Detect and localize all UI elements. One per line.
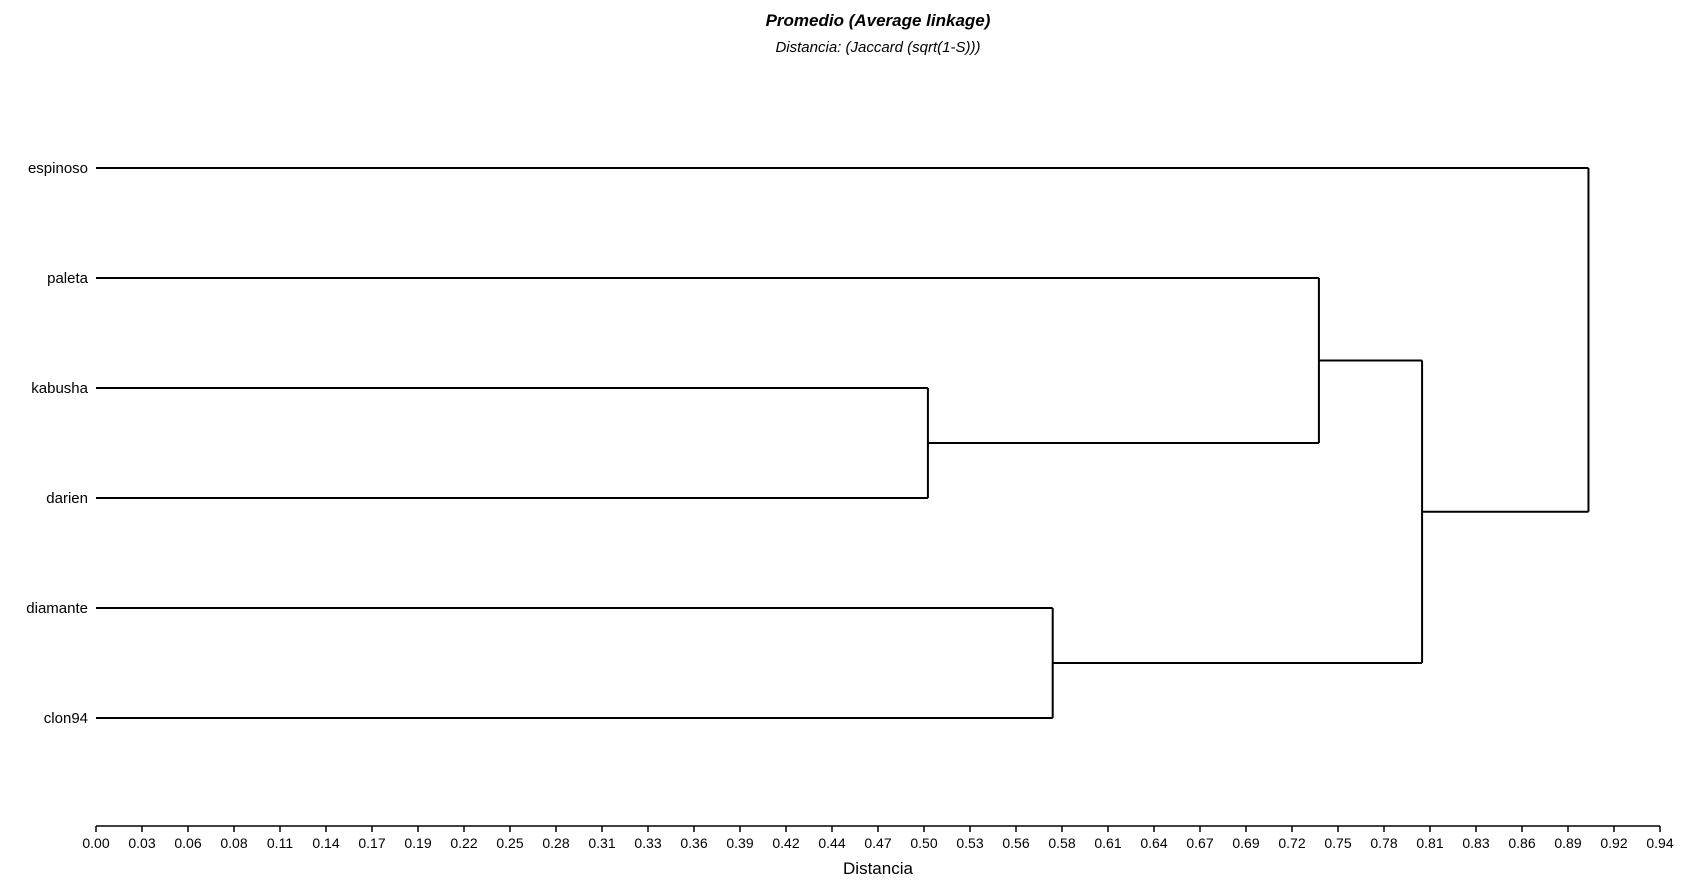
x-axis-title: Distancia [843, 859, 913, 878]
x-tick-label: 0.22 [450, 835, 477, 851]
x-tick-label: 0.50 [910, 835, 937, 851]
x-tick-label: 0.89 [1554, 835, 1581, 851]
leaf-label-kabusha: kabusha [31, 380, 88, 397]
x-tick-label: 0.17 [358, 835, 385, 851]
x-tick-label: 0.39 [726, 835, 753, 851]
x-tick-label: 0.14 [312, 835, 339, 851]
x-tick-label: 0.61 [1094, 835, 1121, 851]
x-tick-label: 0.33 [634, 835, 661, 851]
x-tick-label: 0.53 [956, 835, 983, 851]
x-tick-label: 0.78 [1370, 835, 1397, 851]
x-tick-label: 0.44 [818, 835, 845, 851]
chart-title: Promedio (Average linkage) [766, 11, 991, 30]
x-tick-label: 0.75 [1324, 835, 1351, 851]
x-tick-label: 0.69 [1232, 835, 1259, 851]
x-tick-label: 0.08 [220, 835, 247, 851]
leaf-label-darien: darien [46, 490, 88, 507]
x-tick-label: 0.47 [864, 835, 891, 851]
x-tick-label: 0.81 [1416, 835, 1443, 851]
dendrogram-branches [96, 167, 1590, 719]
x-tick-label: 0.00 [82, 835, 109, 851]
x-tick-label: 0.58 [1048, 835, 1075, 851]
x-tick-label: 0.11 [267, 835, 293, 851]
x-tick-label: 0.86 [1508, 835, 1535, 851]
leaf-label-paleta: paleta [47, 270, 89, 287]
leaf-label-espinoso: espinoso [28, 160, 88, 177]
x-tick-label: 0.36 [680, 835, 707, 851]
x-tick-label: 0.19 [404, 835, 431, 851]
chart-subtitle: Distancia: (Jaccard (sqrt(1-S))) [775, 39, 980, 56]
x-tick-label: 0.72 [1278, 835, 1305, 851]
x-tick-label: 0.42 [772, 835, 799, 851]
x-axis-ticks: 0.00 0.03 0.06 0.08 0.11 0.14 0.17 0.19 0.22 0.25… [82, 826, 1674, 851]
x-tick-label: 0.31 [588, 835, 615, 851]
leaf-labels: espinoso paleta kabusha darien diamante clon9… [26, 160, 88, 727]
x-tick-label: 0.92 [1600, 835, 1627, 851]
x-tick-label: 0.94 [1646, 835, 1673, 851]
x-tick-label: 0.03 [128, 835, 155, 851]
x-tick-label: 0.28 [542, 835, 569, 851]
x-tick-label: 0.06 [174, 835, 201, 851]
leaf-label-diamante: diamante [26, 600, 88, 617]
x-tick-label: 0.67 [1186, 835, 1213, 851]
x-tick-label: 0.64 [1140, 835, 1167, 851]
x-tick-label: 0.25 [496, 835, 523, 851]
x-tick-label: 0.56 [1002, 835, 1029, 851]
leaf-label-clon94: clon94 [44, 710, 88, 727]
x-tick-label: 0.83 [1462, 835, 1489, 851]
